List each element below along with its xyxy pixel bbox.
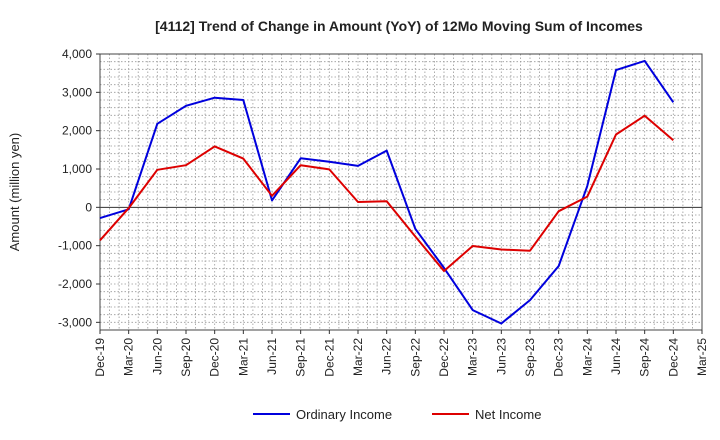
y-tick-label: 4,000	[62, 47, 92, 61]
x-tick-label: Dec-19	[93, 338, 107, 377]
y-axis-label: Amount (million yen)	[7, 133, 22, 252]
x-tick-label: Jun-24	[609, 338, 623, 375]
x-axis: Dec-19 Mar-20 Jun-20 Sep-20 Dec-20 Mar-21 Jun-…	[93, 330, 709, 377]
x-tick-label: Sep-24	[638, 338, 652, 377]
x-tick-label: Dec-20	[208, 338, 222, 377]
chart-title: [4112] Trend of Change in Amount (YoY) o…	[155, 18, 643, 34]
x-tick-label: Sep-22	[408, 338, 422, 377]
x-tick-label: Sep-20	[179, 338, 193, 377]
y-axis: -3,000 -2,000 -1,000 0 1,000 2,000 3,000 4,000	[58, 47, 100, 329]
x-tick-label: Dec-21	[322, 338, 336, 377]
x-tick-label: Mar-23	[466, 338, 480, 376]
x-tick-label: Jun-22	[380, 338, 394, 375]
x-tick-label: Mar-25	[695, 338, 709, 376]
legend: Ordinary Income Net Income	[253, 407, 541, 422]
x-tick-label: Dec-24	[666, 338, 680, 377]
x-tick-label: Mar-24	[580, 338, 594, 376]
x-tick-label: Dec-23	[552, 338, 566, 377]
legend-label-net-income: Net Income	[475, 407, 541, 422]
grid	[100, 54, 702, 330]
y-tick-label: 2,000	[62, 124, 92, 138]
series-line-0	[99, 59, 675, 325]
plot-frame	[99, 53, 703, 331]
x-tick-label: Jun-21	[265, 338, 279, 375]
series-group	[99, 59, 675, 325]
series-line-1	[99, 114, 674, 272]
x-tick-label: Mar-22	[351, 338, 365, 376]
y-tick-label: 1,000	[62, 162, 92, 176]
legend-label-ordinary-income: Ordinary Income	[296, 407, 392, 422]
y-tick-label: 0	[85, 200, 92, 214]
x-tick-label: Dec-22	[437, 338, 451, 377]
y-tick-label: -1,000	[58, 239, 92, 253]
x-tick-label: Sep-23	[523, 338, 537, 377]
x-tick-label: Sep-21	[294, 338, 308, 377]
y-tick-label: 3,000	[62, 85, 92, 99]
x-tick-label: Mar-20	[122, 338, 136, 376]
x-tick-label: Mar-21	[236, 338, 250, 376]
x-tick-label: Jun-23	[494, 338, 508, 375]
x-tick-label: Jun-20	[150, 338, 164, 375]
y-tick-label: -2,000	[58, 277, 92, 291]
y-tick-label: -3,000	[58, 315, 92, 329]
